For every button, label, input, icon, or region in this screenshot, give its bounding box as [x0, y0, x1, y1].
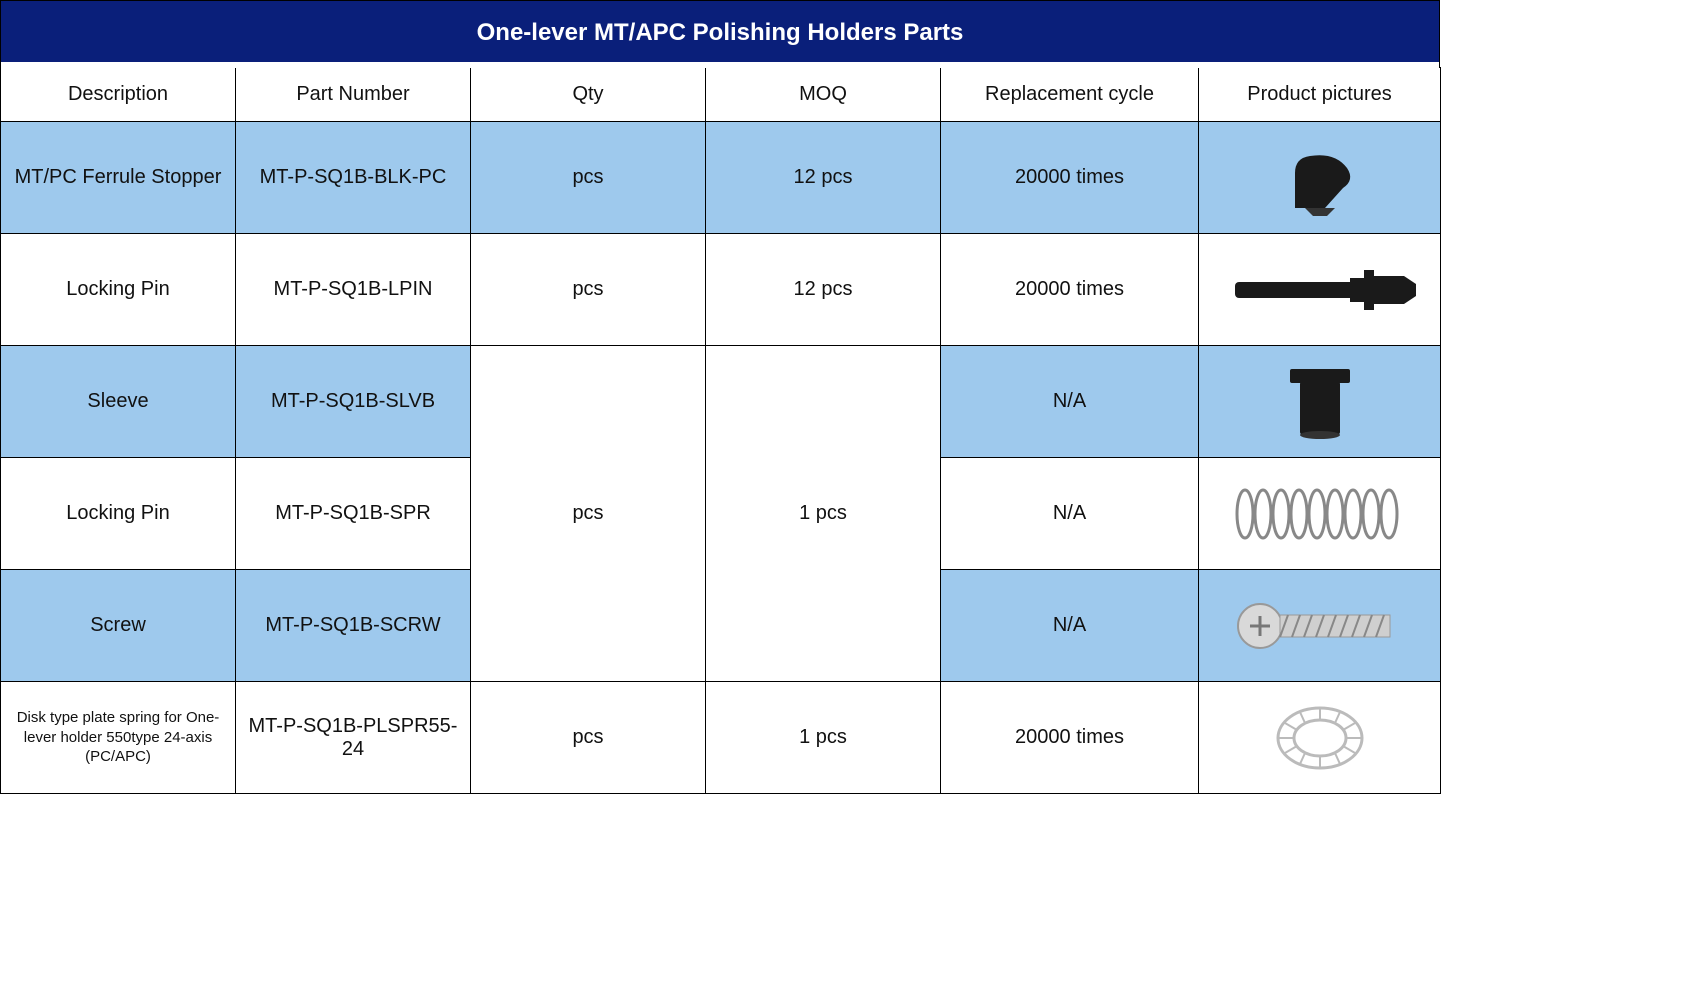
table-row: Disk type plate spring for One-lever hol… [1, 682, 1441, 794]
parts-table: Description Part Number Qty MOQ Replacem… [0, 67, 1441, 794]
cell-picture [1199, 234, 1441, 346]
cell-part-number: MT-P-SQ1B-LPIN [236, 234, 471, 346]
cell-picture [1199, 346, 1441, 458]
cell-part-number: MT-P-SQ1B-SLVB [236, 346, 471, 458]
table-title: One-lever MT/APC Polishing Holders Parts [0, 0, 1440, 67]
table-row: Locking Pin MT-P-SQ1B-LPIN pcs 12 pcs 20… [1, 234, 1441, 346]
cell-description: Locking Pin [1, 458, 236, 570]
parts-table-container: One-lever MT/APC Polishing Holders Parts… [0, 0, 1440, 794]
cell-description: Sleeve [1, 346, 236, 458]
cell-replacement: 20000 times [941, 234, 1199, 346]
spring-icon [1225, 479, 1415, 549]
cell-qty: pcs [471, 682, 706, 794]
cell-moq: 12 pcs [706, 234, 941, 346]
cell-description: Locking Pin [1, 234, 236, 346]
col-replacement: Replacement cycle [941, 68, 1199, 122]
cell-description: Screw [1, 570, 236, 682]
cell-qty: pcs [471, 122, 706, 234]
cell-replacement: 20000 times [941, 682, 1199, 794]
cell-moq-merged: 1 pcs [706, 346, 941, 682]
cell-description: Disk type plate spring for One-lever hol… [1, 682, 236, 794]
cell-qty-merged: pcs [471, 346, 706, 682]
disk-spring-icon [1265, 698, 1375, 778]
table-row: Sleeve MT-P-SQ1B-SLVB pcs 1 pcs N/A [1, 346, 1441, 458]
stopper-icon [1265, 138, 1375, 218]
cell-picture [1199, 458, 1441, 570]
cell-picture [1199, 570, 1441, 682]
cell-moq: 12 pcs [706, 122, 941, 234]
cell-replacement: N/A [941, 570, 1199, 682]
col-moq: MOQ [706, 68, 941, 122]
cell-part-number: MT-P-SQ1B-BLK-PC [236, 122, 471, 234]
cell-replacement: N/A [941, 458, 1199, 570]
cell-part-number: MT-P-SQ1B-PLSPR55-24 [236, 682, 471, 794]
col-part-number: Part Number [236, 68, 471, 122]
cell-moq: 1 pcs [706, 682, 941, 794]
cell-replacement: N/A [941, 346, 1199, 458]
table-row: MT/PC Ferrule Stopper MT-P-SQ1B-BLK-PC p… [1, 122, 1441, 234]
cell-picture [1199, 682, 1441, 794]
pin-icon [1220, 260, 1420, 320]
cell-qty: pcs [471, 234, 706, 346]
col-pictures: Product pictures [1199, 68, 1441, 122]
cell-part-number: MT-P-SQ1B-SCRW [236, 570, 471, 682]
screw-icon [1230, 591, 1410, 661]
col-qty: Qty [471, 68, 706, 122]
sleeve-icon [1270, 357, 1370, 447]
header-row: Description Part Number Qty MOQ Replacem… [1, 68, 1441, 122]
cell-part-number: MT-P-SQ1B-SPR [236, 458, 471, 570]
cell-description: MT/PC Ferrule Stopper [1, 122, 236, 234]
cell-picture [1199, 122, 1441, 234]
cell-replacement: 20000 times [941, 122, 1199, 234]
col-description: Description [1, 68, 236, 122]
